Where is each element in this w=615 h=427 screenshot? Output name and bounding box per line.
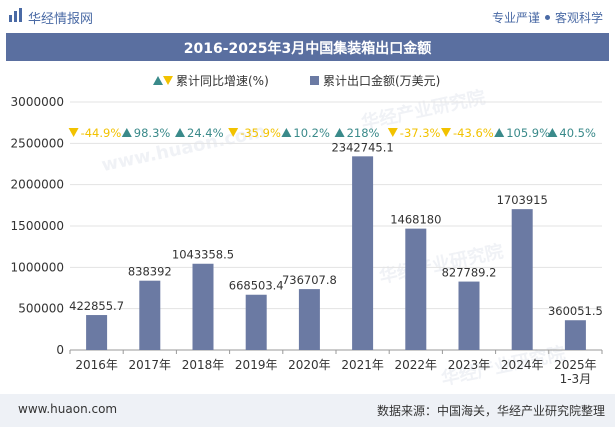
down-triangle-icon <box>441 128 451 137</box>
down-triangle-icon <box>68 128 79 137</box>
bar <box>86 315 108 350</box>
bars <box>86 156 586 350</box>
bar-value-label: 838392 <box>128 265 172 279</box>
chart-area: 0 500000 1000000 1500000 2000000 2500000 30000… <box>11 95 603 386</box>
y-tick-label: 2000000 <box>11 178 64 192</box>
up-triangle-icon <box>121 128 132 137</box>
bar-value-label: 736707.8 <box>282 273 337 287</box>
legend: 累计同比增速(%) 累计出口金额(万美元) <box>0 70 615 88</box>
brand-name: 华经情报网 <box>28 12 94 27</box>
x-tick-label: 2021年 <box>341 358 384 372</box>
x-tick-label: 2016年 <box>75 358 118 372</box>
x-tick-label: 2024年 <box>501 358 544 372</box>
bar-value-label: 1468180 <box>390 213 441 227</box>
growth-label: 40.5% <box>559 126 596 140</box>
x-tick-label: 2017年 <box>129 358 172 372</box>
bar <box>245 294 267 350</box>
top-bar: 华经情报网 专业严谨 客观科学 <box>0 0 615 33</box>
x-axis: 2016年 2017年 2018年 2019年 2020年 2021年 2022年 2023年… <box>69 350 603 386</box>
tagline: 专业严谨 客观科学 <box>492 9 603 26</box>
x-tick-label: 2022年 <box>395 358 438 372</box>
growth-label: -44.9% <box>81 126 122 140</box>
bar-value-label: 668503.4 <box>229 279 284 293</box>
legend-growth: 累计同比增速(%) <box>153 72 269 89</box>
bar <box>352 156 374 350</box>
separator-dot-icon <box>544 15 550 20</box>
up-triangle-icon <box>153 76 163 85</box>
down-triangle-icon <box>163 76 173 85</box>
x-tick-label: 2019年 <box>235 358 278 372</box>
bar <box>192 263 214 350</box>
x-tick-label: 2025年 <box>554 358 597 372</box>
growth-markers: -44.9% 98.3% 24.4% -35.9% 10.2% 218% -37.3% -43… <box>68 126 596 140</box>
y-tick-label: 500000 <box>18 302 64 316</box>
up-triangle-icon <box>547 128 558 137</box>
x-tick-label: 2023年 <box>448 358 491 372</box>
x-tick-label: 1-3月 <box>560 372 592 386</box>
legend-amount: 累计出口金额(万美元) <box>310 72 440 89</box>
growth-label: 10.2% <box>293 126 330 140</box>
tagline-2: 客观科学 <box>554 11 603 25</box>
bar-value-label: 2342745.1 <box>331 140 393 154</box>
footer-website: www.huaon.com <box>18 402 118 416</box>
y-tick-label: 2500000 <box>11 136 64 150</box>
bar <box>564 320 586 350</box>
growth-label: 105.9% <box>506 126 550 140</box>
bar-value-label: 827789.2 <box>442 266 497 280</box>
up-triangle-icon <box>175 128 185 137</box>
growth-label: -35.9% <box>240 126 281 140</box>
y-tick-label: 0 <box>56 343 64 357</box>
title-bar: 2016-2025年3月中国集装箱出口金额 <box>6 33 609 61</box>
bar <box>511 209 533 350</box>
y-tick-label: 3000000 <box>11 95 64 109</box>
brand-logo-icon <box>9 8 22 22</box>
growth-label: 218% <box>347 126 380 140</box>
bar <box>405 228 427 350</box>
legend-amount-label: 累计出口金额(万美元) <box>323 74 441 88</box>
growth-label: -43.6% <box>453 126 494 140</box>
bar <box>298 289 320 350</box>
growth-label: 98.3% <box>134 126 171 140</box>
up-triangle-icon <box>281 128 292 137</box>
down-triangle-icon <box>387 128 398 137</box>
legend-growth-label: 累计同比增速(%) <box>176 74 269 88</box>
x-tick-label: 2018年 <box>182 358 225 372</box>
footer-source: 数据来源：中国海关，华经产业研究院整理 <box>376 404 605 418</box>
bar <box>458 281 480 350</box>
bar-value-label: 360051.5 <box>548 304 603 318</box>
bar-value-label: 1703915 <box>497 193 548 207</box>
growth-label: -37.3% <box>400 126 441 140</box>
x-tick-label: 2020年 <box>288 358 331 372</box>
growth-label: 24.4% <box>187 126 224 140</box>
up-triangle-icon <box>334 128 345 137</box>
bar-value-label: 422855.7 <box>69 299 124 313</box>
footer: www.huaon.com 数据来源：中国海关，华经产业研究院整理 <box>0 394 615 427</box>
bar <box>139 280 161 350</box>
y-tick-label: 1000000 <box>11 260 64 274</box>
down-triangle-icon <box>228 128 239 137</box>
bar-value-label: 1043358.5 <box>172 248 234 262</box>
y-tick-label: 1500000 <box>11 219 64 233</box>
up-triangle-icon <box>494 128 505 137</box>
chart-title: 2016-2025年3月中国集装箱出口金额 <box>183 41 432 57</box>
bar-swatch-icon <box>310 76 319 85</box>
tagline-1: 专业严谨 <box>491 11 540 25</box>
